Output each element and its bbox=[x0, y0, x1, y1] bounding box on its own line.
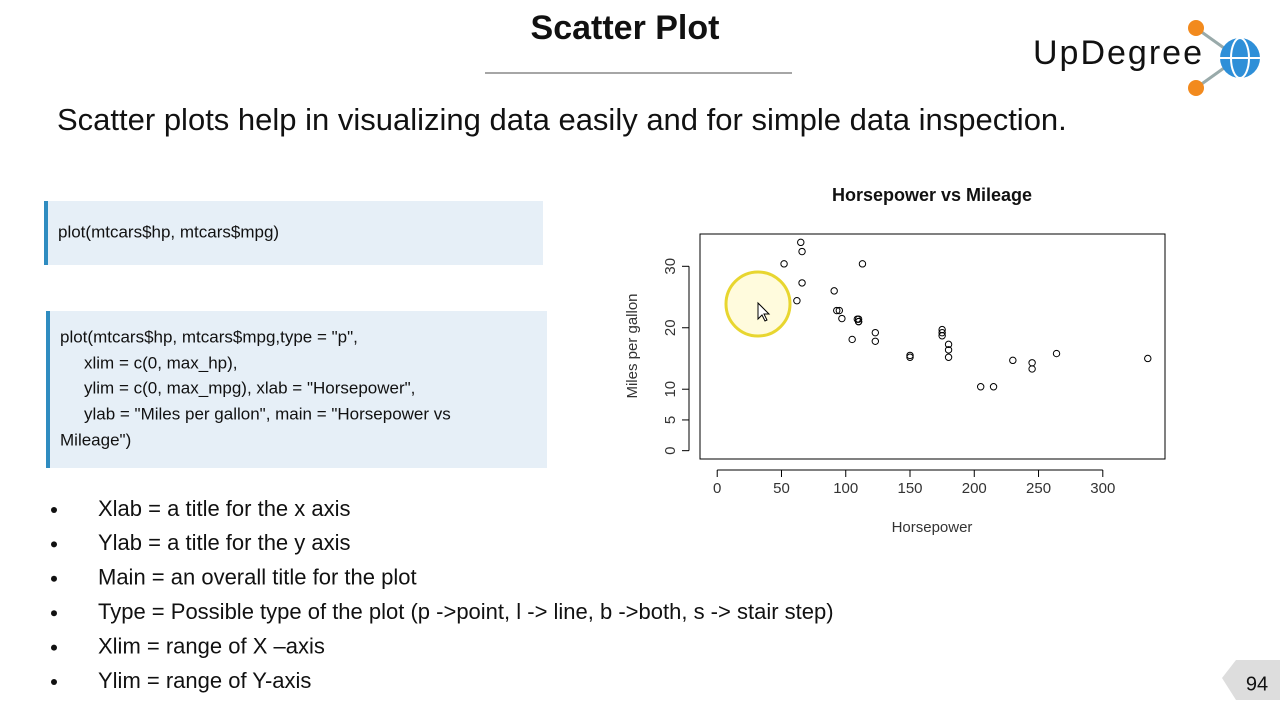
point bbox=[1028, 365, 1036, 373]
bullet-list: Xlab = a title for the x axis Ylab = a ti… bbox=[51, 496, 834, 693]
y-tick-label: 0 bbox=[662, 446, 679, 454]
code-line: Mileage") bbox=[60, 430, 131, 449]
x-tick-label: 250 bbox=[1026, 480, 1051, 497]
code-box-border bbox=[44, 201, 48, 265]
chart-title: Horsepower vs Mileage bbox=[832, 185, 1032, 205]
x-axis-label: Horsepower bbox=[892, 519, 973, 536]
point bbox=[906, 353, 914, 361]
point bbox=[858, 260, 867, 268]
point bbox=[938, 325, 946, 334]
x-tick-label: 50 bbox=[773, 480, 790, 497]
point bbox=[798, 279, 806, 287]
code-line: ylim = c(0, max_mpg), xlab = "Horsepower… bbox=[84, 378, 415, 397]
bullet-text: Type = Possible type of the plot (p ->po… bbox=[98, 599, 834, 624]
point bbox=[976, 383, 985, 391]
point bbox=[848, 335, 856, 344]
code-line: plot(mtcars$hp, mtcars$mpg) bbox=[58, 222, 279, 241]
code-box bbox=[44, 201, 543, 265]
point bbox=[1144, 354, 1152, 363]
bullet-dot bbox=[51, 507, 57, 513]
y-tick-label: 30 bbox=[662, 258, 679, 275]
logo: UpDegree bbox=[1033, 34, 1204, 72]
x-tick-label: 100 bbox=[833, 480, 858, 497]
point bbox=[944, 340, 953, 349]
code-box bbox=[46, 311, 547, 468]
bullet-text: Ylim = range of Y-axis bbox=[98, 668, 311, 693]
plot-frame bbox=[699, 233, 1166, 460]
slide-title: Scatter Plot bbox=[531, 9, 720, 47]
y-tick-label: 10 bbox=[662, 381, 679, 398]
y-tick-label: 20 bbox=[662, 319, 679, 336]
bullet-text: Xlim = range of X –axis bbox=[98, 633, 325, 658]
point bbox=[1052, 349, 1061, 358]
bullet-dot bbox=[51, 644, 57, 651]
point bbox=[853, 315, 862, 323]
page-number: 94 bbox=[1246, 673, 1268, 695]
bullet-text: Main = an overall title for the plot bbox=[98, 565, 417, 590]
point bbox=[944, 346, 953, 354]
code-line: xlim = c(0, max_hp), bbox=[84, 353, 238, 372]
point bbox=[793, 297, 801, 305]
bullet-dot bbox=[51, 575, 57, 582]
point bbox=[871, 337, 880, 345]
point bbox=[871, 328, 880, 337]
mouse-cursor bbox=[757, 301, 771, 322]
logo-icon bbox=[1188, 20, 1260, 96]
y-tick-label: 5 bbox=[662, 416, 679, 424]
y-axis-label: Miles per gallon bbox=[624, 293, 641, 398]
point bbox=[835, 306, 844, 315]
x-tick-label: 0 bbox=[713, 480, 721, 497]
point bbox=[838, 314, 846, 323]
bullet-text: Xlab = a title for the x axis bbox=[98, 496, 351, 521]
point bbox=[1009, 356, 1017, 365]
bullet-dot bbox=[51, 610, 57, 617]
bullet-dot bbox=[51, 679, 57, 685]
page-number-box bbox=[1222, 660, 1280, 700]
point bbox=[833, 306, 841, 315]
bullet-text: Ylab = a title for the y axis bbox=[98, 530, 351, 555]
x-tick-label: 300 bbox=[1090, 480, 1115, 497]
point bbox=[989, 383, 998, 391]
point bbox=[830, 287, 838, 295]
x-tick-label: 200 bbox=[962, 480, 987, 497]
bullet-dot bbox=[51, 541, 57, 548]
point bbox=[938, 328, 946, 337]
point bbox=[797, 238, 805, 247]
intro-text: Scatter plots help in visualizing data e… bbox=[57, 102, 1067, 137]
point bbox=[798, 247, 806, 256]
code-box-border bbox=[46, 311, 50, 468]
point bbox=[944, 353, 953, 361]
code-line: ylab = "Miles per gallon", main = "Horse… bbox=[84, 404, 451, 423]
point bbox=[780, 260, 788, 268]
code-line: plot(mtcars$hp, mtcars$mpg,type = "p", bbox=[60, 327, 358, 346]
x-tick-label: 150 bbox=[897, 480, 922, 497]
